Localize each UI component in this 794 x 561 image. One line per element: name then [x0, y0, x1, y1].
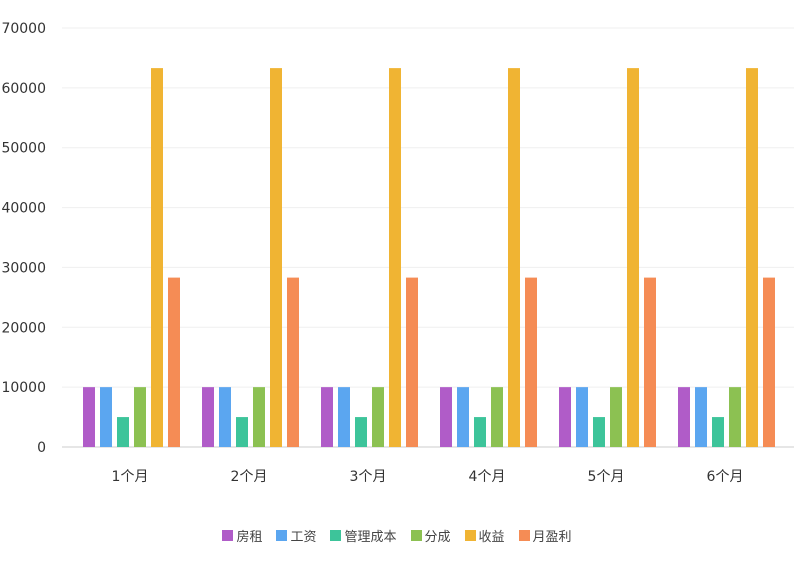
legend-item[interactable]: 工资	[276, 526, 316, 545]
bar-1-2	[338, 387, 350, 447]
legend-item[interactable]: 管理成本	[330, 526, 397, 545]
bar-4-3	[508, 68, 520, 448]
bar-5-5	[763, 277, 775, 447]
y-tick-label: 0	[37, 440, 46, 456]
x-tick-label: 1个月	[112, 469, 149, 485]
legend: 房租 工资 管理成本 分成 收益 月盈利	[0, 526, 794, 545]
y-tick-label: 30000	[1, 260, 46, 276]
legend-label: 收益	[478, 530, 505, 545]
bar-2-0	[117, 417, 129, 447]
bar-1-0	[100, 387, 112, 447]
bar-5-0	[168, 277, 180, 447]
bar-3-3	[491, 387, 503, 447]
x-tick-label: 4个月	[469, 469, 506, 485]
y-tick-label: 60000	[1, 81, 46, 97]
bar-2-1	[236, 417, 248, 447]
y-tick-label: 70000	[1, 21, 46, 37]
bar-2-3	[474, 417, 486, 447]
bar-0-0	[83, 387, 95, 447]
bar-3-4	[610, 387, 622, 447]
bar-5-2	[406, 277, 418, 447]
legend-label: 房租	[236, 530, 263, 545]
bar-5-3	[525, 277, 537, 447]
bar-1-5	[695, 387, 707, 447]
y-tick-label: 40000	[1, 201, 46, 217]
bar-3-1	[253, 387, 265, 447]
bar-1-1	[219, 387, 231, 447]
legend-swatch	[410, 530, 422, 541]
legend-label: 分成	[424, 530, 451, 545]
bar-chart: 0 10000 20000 30000 40000 50000 60000 70000 1个月 2…	[1, 21, 794, 485]
bar-0-2	[321, 387, 333, 447]
legend-label: 工资	[290, 530, 317, 545]
legend-swatch	[518, 530, 530, 541]
bar-0-5	[678, 387, 690, 447]
legend-swatch	[464, 530, 476, 541]
bar-4-2	[389, 68, 401, 448]
y-tick-label: 20000	[1, 320, 46, 336]
bar-2-5	[712, 417, 724, 447]
bar-0-1	[202, 387, 214, 447]
bar-1-3	[457, 387, 469, 447]
legend-item[interactable]: 月盈利	[518, 526, 572, 545]
bar-4-1	[270, 68, 282, 448]
x-tick-label: 2个月	[231, 469, 268, 485]
legend-swatch	[330, 530, 342, 541]
x-tick-label: 3个月	[350, 469, 387, 485]
legend-swatch	[222, 530, 234, 541]
bar-2-2	[355, 417, 367, 447]
x-tick-label: 5个月	[588, 469, 625, 485]
legend-item[interactable]: 收益	[464, 526, 505, 545]
legend-swatch	[276, 530, 288, 541]
bar-0-3	[440, 387, 452, 447]
legend-label: 月盈利	[532, 530, 572, 545]
legend-item[interactable]: 分成	[410, 526, 451, 545]
bar-5-1	[287, 277, 299, 447]
bar-4-0	[151, 68, 163, 448]
bar-0-4	[559, 387, 571, 447]
bar-3-5	[729, 387, 741, 447]
bar-5-4	[644, 277, 656, 447]
bar-2-4	[593, 417, 605, 447]
bar-4-4	[627, 68, 639, 448]
bar-3-0	[134, 387, 146, 447]
bar-4-5	[746, 68, 758, 448]
legend-label: 管理成本	[344, 530, 397, 545]
x-tick-label: 6个月	[707, 469, 744, 485]
y-tick-label: 10000	[1, 380, 46, 396]
y-tick-label: 50000	[1, 141, 46, 157]
bar-1-4	[576, 387, 588, 447]
legend-item[interactable]: 房租	[222, 526, 262, 545]
bar-3-2	[372, 387, 384, 447]
